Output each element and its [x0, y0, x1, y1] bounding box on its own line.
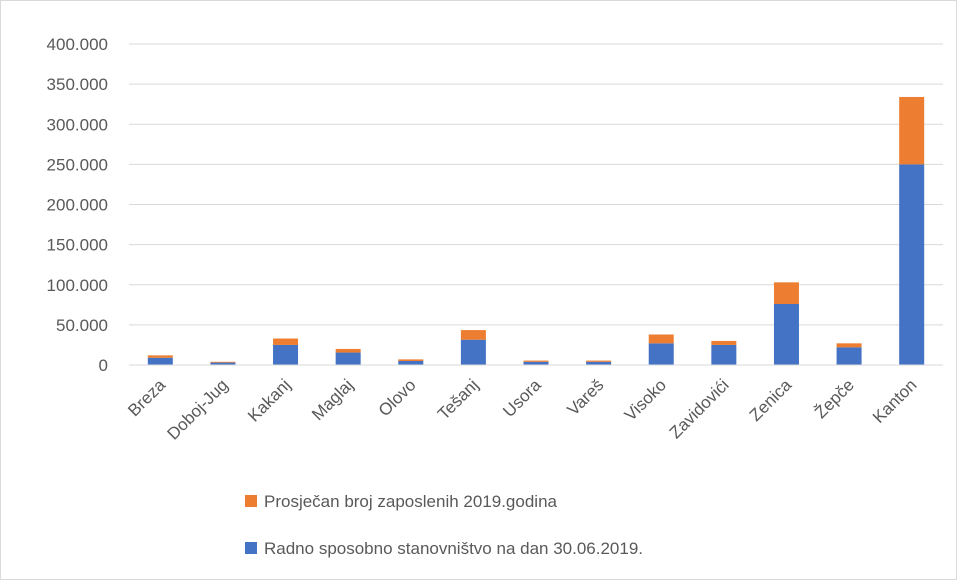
x-tick-label: Tešanj: [434, 375, 482, 423]
x-tick-label: Žepče: [811, 375, 858, 422]
y-tick-label: 300.000: [47, 115, 108, 134]
bar-employed-11: [836, 343, 862, 348]
bars: [147, 96, 925, 365]
bar-working-age-9: [711, 344, 737, 365]
x-tick-label: Kakanj: [244, 375, 294, 425]
bar-employed-0: [147, 355, 173, 358]
bar-working-age-3: [335, 352, 361, 365]
x-tick-label: Olovo: [375, 375, 420, 420]
bar-employed-12: [899, 96, 925, 165]
bar-working-age-12: [899, 164, 925, 365]
bar-employed-7: [586, 360, 612, 362]
y-tick-label: 50.000: [56, 316, 108, 335]
bar-working-age-1: [210, 362, 236, 365]
bar-working-age-10: [773, 304, 799, 365]
bar-employed-5: [460, 330, 486, 340]
y-tick-label: 100.000: [47, 276, 108, 295]
legend-swatch: [245, 542, 257, 554]
y-tick-label: 0: [99, 356, 108, 375]
bar-working-age-2: [273, 344, 299, 365]
bar-employed-1: [210, 361, 236, 363]
x-tick-label: Vareš: [563, 375, 607, 419]
bar-working-age-0: [147, 357, 173, 365]
x-tick-label: Zavidovići: [666, 375, 733, 442]
gridlines: [129, 43, 943, 326]
bar-working-age-4: [398, 360, 424, 365]
bar-employed-3: [335, 348, 361, 353]
x-tick-label: Usora: [499, 375, 545, 421]
bar-employed-9: [711, 340, 737, 345]
legend-entry: Prosječan broj zaposlenih 2019.godina: [264, 492, 558, 511]
bar-employed-6: [523, 360, 549, 362]
x-tick-label: Maglaj: [308, 375, 357, 424]
bar-working-age-7: [586, 361, 612, 365]
x-tick-label: Kanton: [869, 375, 921, 427]
bar-working-age-6: [523, 361, 549, 365]
x-tick-label: Zenica: [746, 375, 796, 425]
x-tick-label: Breza: [124, 375, 169, 420]
bar-employed-10: [773, 282, 799, 305]
legend-swatch: [245, 495, 257, 507]
y-axis-ticks: 0 50.000 100.000 150.000 200.000 250.000 300.0…: [47, 35, 108, 375]
y-tick-label: 400.000: [47, 35, 108, 54]
bar-employed-4: [398, 359, 424, 361]
y-tick-label: 250.000: [47, 155, 108, 174]
bar-working-age-5: [460, 339, 486, 365]
legend-entry: Radno sposobno stanovništvo na dan 30.06…: [264, 539, 643, 558]
y-tick-label: 350.000: [47, 75, 108, 94]
bar-working-age-11: [836, 347, 862, 365]
x-tick-label: Visoko: [621, 375, 670, 424]
bar-employed-8: [648, 334, 674, 344]
legend: Prosječan broj zaposlenih 2019.godina Rad…: [245, 492, 643, 558]
bar-employed-2: [273, 338, 299, 345]
y-tick-label: 200.000: [47, 196, 108, 215]
bar-working-age-8: [648, 343, 674, 365]
y-tick-label: 150.000: [47, 236, 108, 255]
x-tick-label: Doboj-Jug: [164, 375, 232, 443]
